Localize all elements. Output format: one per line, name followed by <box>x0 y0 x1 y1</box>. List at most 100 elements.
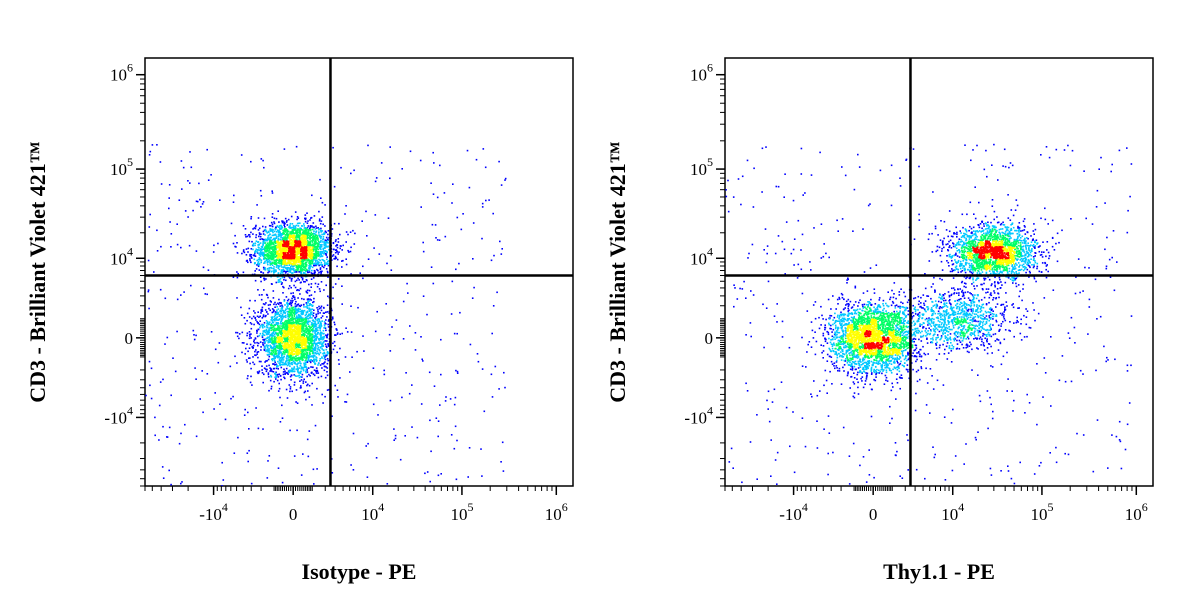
event-dot <box>287 287 290 290</box>
event-dot <box>296 329 298 331</box>
event-dot <box>271 337 273 339</box>
event-dot <box>249 236 251 238</box>
event-dot <box>306 375 308 378</box>
event-dot <box>192 329 195 332</box>
event-dot <box>268 242 271 245</box>
event-dot <box>277 243 279 246</box>
event-dot <box>311 244 313 247</box>
event-dot <box>467 476 469 478</box>
event-dot <box>258 252 260 255</box>
event-dot <box>257 244 259 246</box>
event-dot <box>321 315 324 317</box>
event-dot <box>319 327 321 329</box>
event-dot <box>285 367 288 370</box>
event-dot <box>325 262 328 264</box>
event-dot <box>304 263 307 266</box>
event-dot <box>302 369 305 371</box>
event-dot <box>254 225 257 228</box>
event-dot <box>294 341 296 344</box>
event-dot <box>193 334 195 336</box>
event-dot <box>320 235 322 238</box>
event-dot <box>305 354 308 357</box>
event-dot <box>254 255 257 257</box>
event-dot <box>261 334 264 337</box>
event-dot <box>283 260 285 263</box>
event-dot <box>275 217 278 220</box>
event-dot <box>293 321 295 324</box>
event-dot <box>262 225 264 228</box>
event-dot <box>501 441 504 444</box>
event-dot <box>286 299 289 302</box>
event-dot <box>310 234 312 236</box>
event-dot <box>481 237 483 240</box>
event-dot <box>309 259 311 262</box>
event-dot <box>314 335 317 338</box>
event-dot <box>302 356 304 359</box>
event-dot <box>281 266 283 268</box>
event-dot <box>304 331 306 334</box>
event-dot <box>273 217 276 220</box>
event-dot <box>286 232 288 235</box>
event-dot <box>291 347 294 349</box>
event-dot <box>260 261 262 264</box>
event-dot <box>312 350 314 353</box>
event-dot <box>297 358 300 361</box>
event-dot <box>295 344 297 346</box>
event-dot <box>456 372 459 374</box>
event-dot <box>261 294 263 296</box>
event-dot <box>300 260 302 263</box>
event-dot <box>265 246 268 248</box>
event-dot <box>270 283 273 285</box>
event-dot <box>309 327 311 329</box>
event-dot <box>439 164 441 167</box>
event-dot <box>306 235 309 238</box>
event-dot <box>293 284 295 287</box>
event-dot <box>309 298 311 300</box>
event-dot <box>299 293 301 295</box>
event-dot <box>288 323 290 325</box>
event-dot <box>367 442 369 445</box>
event-dot <box>321 357 323 359</box>
event-dot <box>272 347 274 350</box>
event-dot <box>176 223 178 225</box>
event-dot <box>285 228 287 230</box>
event-dot <box>313 342 315 345</box>
event-dot <box>275 350 277 352</box>
event-dot <box>268 364 270 367</box>
event-dot <box>394 434 397 437</box>
event-dot <box>236 252 239 254</box>
event-dot <box>315 261 317 263</box>
event-dot <box>273 249 275 251</box>
event-dot <box>159 381 162 383</box>
event-dot <box>320 227 322 230</box>
event-dot <box>271 317 273 320</box>
event-dot <box>345 327 347 329</box>
event-dot <box>290 336 293 339</box>
event-dot <box>277 356 279 358</box>
event-dot <box>316 307 318 309</box>
event-dot <box>341 332 343 335</box>
event-dot <box>282 285 284 288</box>
event-dot <box>292 261 295 264</box>
event-dot <box>281 272 284 274</box>
event-dot <box>297 256 299 258</box>
event-dot <box>286 234 289 236</box>
event-dot <box>299 325 302 327</box>
event-dot <box>277 257 279 260</box>
event-dot <box>298 376 301 379</box>
event-dot <box>454 396 457 399</box>
event-dot <box>272 229 274 231</box>
event-dot <box>281 327 284 330</box>
event-dot <box>295 368 297 370</box>
event-dot <box>272 261 274 264</box>
event-dot <box>299 333 301 336</box>
event-dot <box>312 320 315 322</box>
event-dot <box>294 374 297 377</box>
event-dot <box>314 332 316 334</box>
event-dot <box>260 252 263 255</box>
event-dot <box>284 344 286 346</box>
event-dot <box>247 261 249 264</box>
event-dot <box>285 267 287 270</box>
event-dot <box>288 331 291 334</box>
event-dot <box>318 318 321 321</box>
